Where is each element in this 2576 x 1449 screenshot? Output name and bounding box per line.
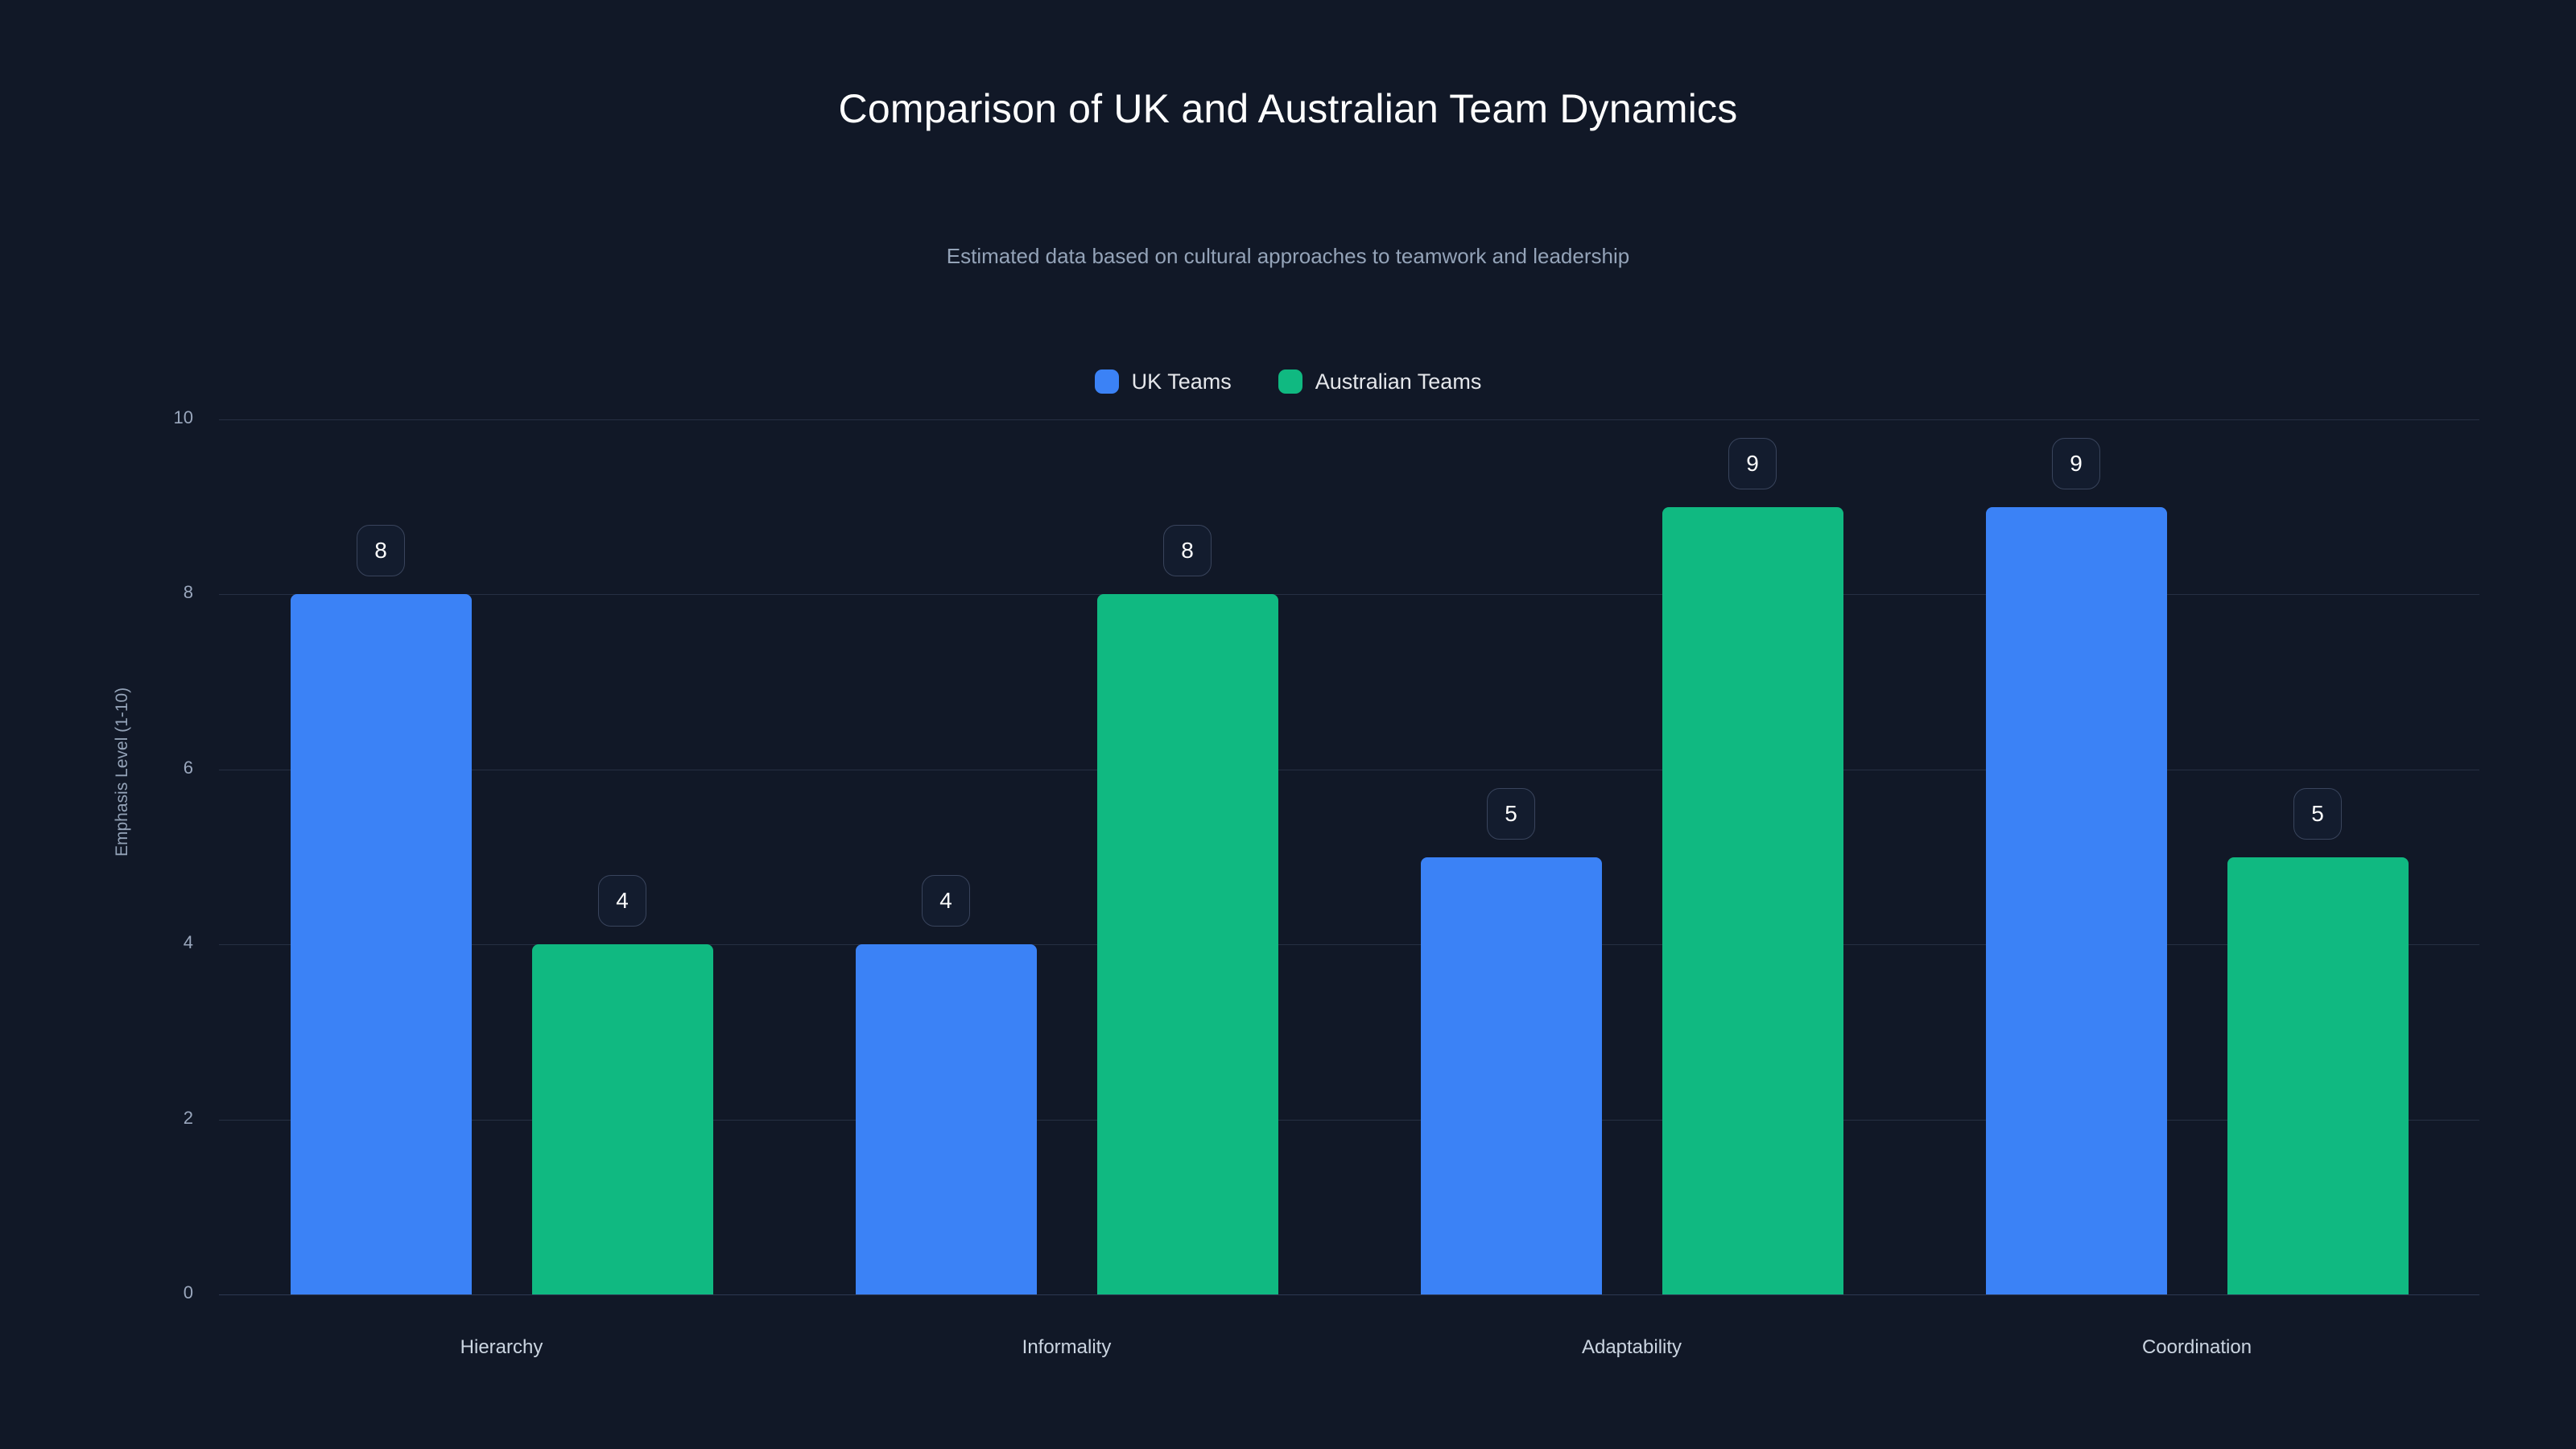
y-axis-tick-label: 4 [183, 932, 193, 953]
bar-coordination-australian-teams[interactable] [2227, 857, 2409, 1294]
value-label: 9 [1728, 437, 1777, 489]
x-axis-label-coordination: Coordination [2141, 1336, 2252, 1358]
plot-area [219, 419, 2479, 1295]
gridline [219, 419, 2479, 420]
y-axis-tick-label: 10 [173, 407, 193, 427]
value-label: 4 [598, 875, 646, 927]
bar-adaptability-australian-teams[interactable] [1662, 506, 1843, 1294]
y-axis-tick-label: 6 [183, 757, 193, 778]
bar-hierarchy-australian-teams[interactable] [531, 944, 713, 1294]
chart-legend: UK Teams Australian Teams [0, 369, 2576, 394]
bar-hierarchy-uk-teams[interactable] [290, 594, 472, 1294]
value-label: 5 [1487, 787, 1535, 840]
bar-informality-australian-teams[interactable] [1096, 594, 1278, 1294]
x-axis-label-hierarchy: Hierarchy [460, 1336, 543, 1358]
value-label: 9 [2052, 437, 2100, 489]
legend-swatch-icon-australian-teams [1278, 369, 1302, 394]
legend-label-australian-teams: Australian Teams [1315, 369, 1482, 394]
chart-title: Comparison of UK and Australian Team Dyn… [838, 86, 1738, 131]
gridline [219, 594, 2479, 596]
gridline [219, 1294, 2479, 1295]
bar-adaptability-uk-teams[interactable] [1420, 857, 1602, 1294]
y-axis-tick-label: 8 [183, 582, 193, 603]
legend-swatch-icon-uk-teams [1094, 369, 1119, 394]
bar-coordination-uk-teams[interactable] [1985, 506, 2167, 1294]
y-axis-tick-label: 0 [183, 1282, 193, 1302]
legend-item-australian-teams[interactable]: Australian Teams [1278, 369, 1482, 394]
y-axis-title: Emphasis Level (1-10) [113, 687, 131, 857]
chart-subtitle: Estimated data based on cultural approac… [946, 244, 1630, 268]
x-axis-label-adaptability: Adaptability [1581, 1336, 1682, 1358]
bar-informality-uk-teams[interactable] [855, 944, 1037, 1294]
gridline [219, 1119, 2479, 1121]
y-axis-tick-label: 2 [183, 1107, 193, 1128]
value-label: 8 [1163, 525, 1212, 577]
value-label: 4 [922, 875, 970, 927]
legend-item-uk-teams[interactable]: UK Teams [1094, 369, 1232, 394]
legend-label-uk-teams: UK Teams [1131, 369, 1232, 394]
gridline [219, 944, 2479, 946]
x-axis-label-informality: Informality [1022, 1336, 1112, 1358]
value-label: 5 [2293, 787, 2342, 840]
value-label: 8 [357, 525, 405, 577]
